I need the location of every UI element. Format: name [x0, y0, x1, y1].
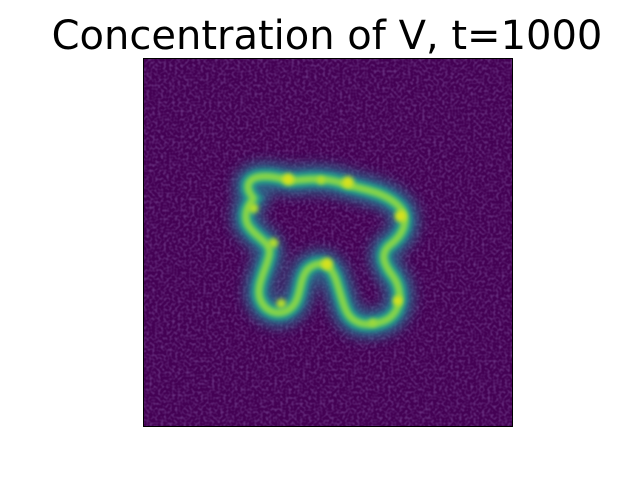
ring-pattern [230, 161, 420, 340]
heatmap-axes [143, 58, 513, 427]
concentration-heatmap [144, 59, 512, 426]
ring-hotspots [248, 173, 407, 327]
plot-title: Concentration of V, t=1000 [51, 13, 603, 59]
noise-texture [144, 59, 512, 426]
